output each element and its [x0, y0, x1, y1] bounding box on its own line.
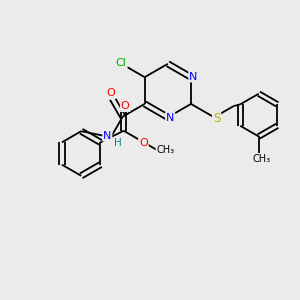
Text: O: O: [121, 101, 130, 111]
Text: Cl: Cl: [116, 58, 127, 68]
Text: S: S: [213, 112, 220, 125]
Text: CH₃: CH₃: [253, 154, 271, 164]
Text: H: H: [115, 137, 122, 148]
Text: O: O: [139, 138, 148, 148]
Text: O: O: [106, 88, 115, 98]
Text: N: N: [103, 131, 112, 141]
Text: N: N: [189, 72, 198, 82]
Text: N: N: [166, 113, 174, 123]
Text: CH₃: CH₃: [156, 145, 175, 155]
